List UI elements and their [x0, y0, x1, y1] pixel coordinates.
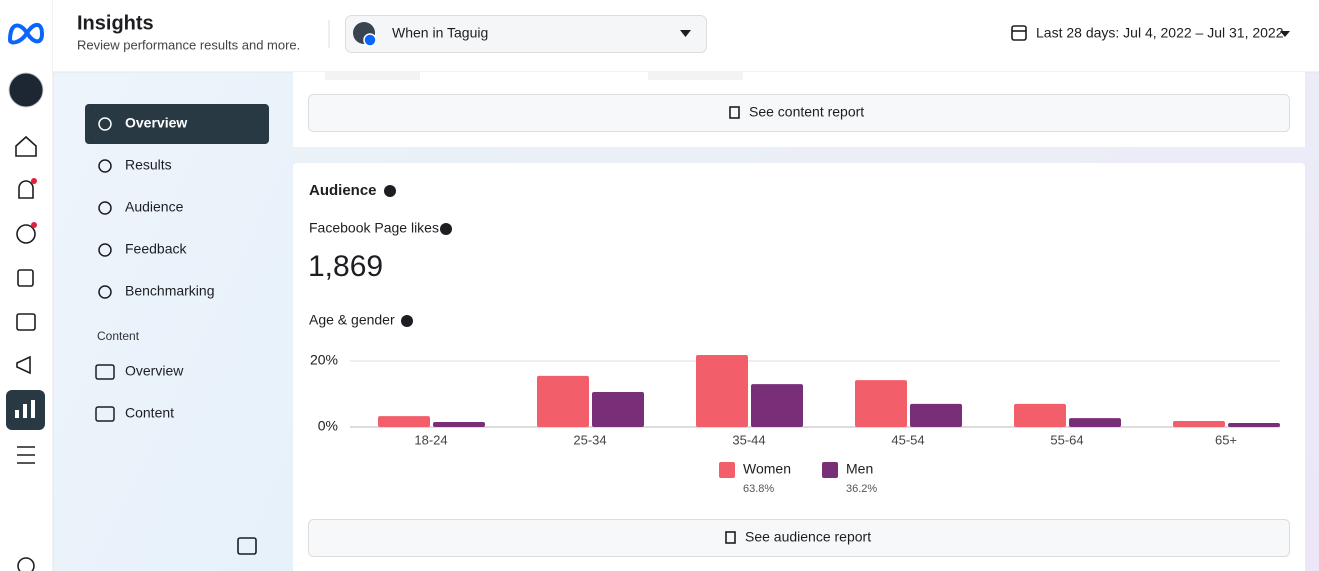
collapse-icon[interactable] — [237, 537, 257, 555]
bar — [592, 392, 644, 427]
content-report-label[interactable]: See content report — [749, 104, 864, 120]
chart: 0% 20% 18-24 25-34 35-44 45-54 55-64 65+ Women 63… — [310, 352, 1280, 495]
content-report-button[interactable] — [308, 94, 1290, 132]
x-tick-label: 55-64 — [1050, 432, 1083, 447]
nav-item[interactable]: Feedback — [125, 241, 187, 257]
x-tick-label: 18-24 — [414, 432, 447, 447]
dropdown-arrow — [680, 30, 691, 37]
legend-share: 63.8% — [743, 483, 774, 495]
y-tick-label: 0% — [318, 418, 338, 434]
x-tick-label: 25-34 — [573, 432, 606, 447]
nav-icon — [95, 364, 115, 380]
pages-icon[interactable] — [17, 269, 34, 287]
likes-value: 1,869 — [308, 250, 383, 283]
x-tick-label: 65+ — [1215, 432, 1237, 447]
bar — [855, 380, 907, 427]
fb-badge — [363, 33, 377, 47]
nav-item[interactable]: Results — [125, 157, 172, 173]
info-icon — [384, 185, 396, 197]
bell-icon[interactable] — [18, 180, 34, 199]
legend-share: 36.2% — [846, 483, 877, 495]
nav-icon — [98, 243, 112, 257]
x-tick-label: 35-44 — [732, 432, 765, 447]
date-arrow — [1280, 31, 1290, 37]
stub-box — [325, 72, 420, 80]
likes-label: Facebook Page likes — [309, 220, 439, 236]
chat-icon[interactable] — [16, 224, 36, 244]
audience-card — [293, 163, 1305, 571]
nav-icon — [98, 117, 112, 131]
info-icon — [401, 315, 413, 327]
bar — [1228, 423, 1280, 427]
calendar-icon — [1011, 25, 1027, 41]
audience-report-label[interactable]: See audience report — [745, 529, 871, 545]
table-icon[interactable] — [16, 313, 36, 331]
home-icon[interactable] — [15, 135, 37, 157]
insights-bars — [15, 400, 35, 418]
bar — [1069, 418, 1121, 427]
nav-active-bg[interactable] — [85, 104, 269, 144]
nav: Overview Results Audience Feedback Benchmark… — [95, 115, 215, 422]
bar — [1014, 403, 1066, 427]
page-selector-label[interactable]: When in Taguig — [392, 25, 488, 41]
report-icon — [729, 106, 740, 119]
nav-section: Content — [97, 329, 140, 343]
nav-item[interactable]: Audience — [125, 199, 184, 215]
x-tick-label: 45-54 — [891, 432, 924, 447]
meta-logo[interactable] — [7, 22, 45, 45]
header-title: Insights — [77, 12, 154, 34]
legend-swatch — [822, 462, 838, 478]
help-icon[interactable] — [17, 557, 35, 571]
info-icon — [440, 223, 452, 235]
bar — [537, 375, 589, 427]
y-tick-label: 20% — [310, 352, 338, 368]
audience-title: Audience — [309, 182, 377, 199]
profile-avatar[interactable] — [8, 72, 44, 108]
chart-title: Age & gender — [309, 312, 395, 328]
legend-swatch — [719, 462, 735, 478]
nav-item[interactable]: Benchmarking — [125, 283, 215, 299]
nav-icon — [98, 285, 112, 299]
date-range[interactable]: Last 28 days: Jul 4, 2022 – Jul 31, 2022 — [1036, 25, 1284, 41]
report-icon — [725, 531, 736, 544]
nav-item[interactable]: Overview — [125, 363, 184, 379]
menu-icon[interactable] — [17, 446, 35, 464]
nav-icon — [95, 406, 115, 422]
ads-icon[interactable] — [16, 355, 31, 375]
page-selector[interactable] — [345, 15, 707, 53]
nav-icon — [98, 201, 112, 215]
nav-icon — [98, 159, 112, 173]
legend-label: Men — [846, 461, 873, 477]
nav-item[interactable]: Overview — [125, 115, 187, 131]
bar — [378, 416, 430, 427]
bar — [696, 355, 748, 427]
sidebar — [53, 72, 293, 571]
bar — [751, 384, 803, 427]
bar — [910, 403, 962, 427]
bar — [1173, 421, 1225, 427]
chat-dot — [31, 222, 37, 228]
header-subtitle: Review performance results and more. — [77, 37, 300, 52]
bar — [433, 422, 485, 427]
stub-box — [648, 72, 743, 80]
legend-label: Women — [743, 461, 791, 477]
notif-dot — [31, 178, 37, 184]
nav-item[interactable]: Content — [125, 405, 174, 421]
audience-report-button[interactable] — [308, 519, 1290, 557]
